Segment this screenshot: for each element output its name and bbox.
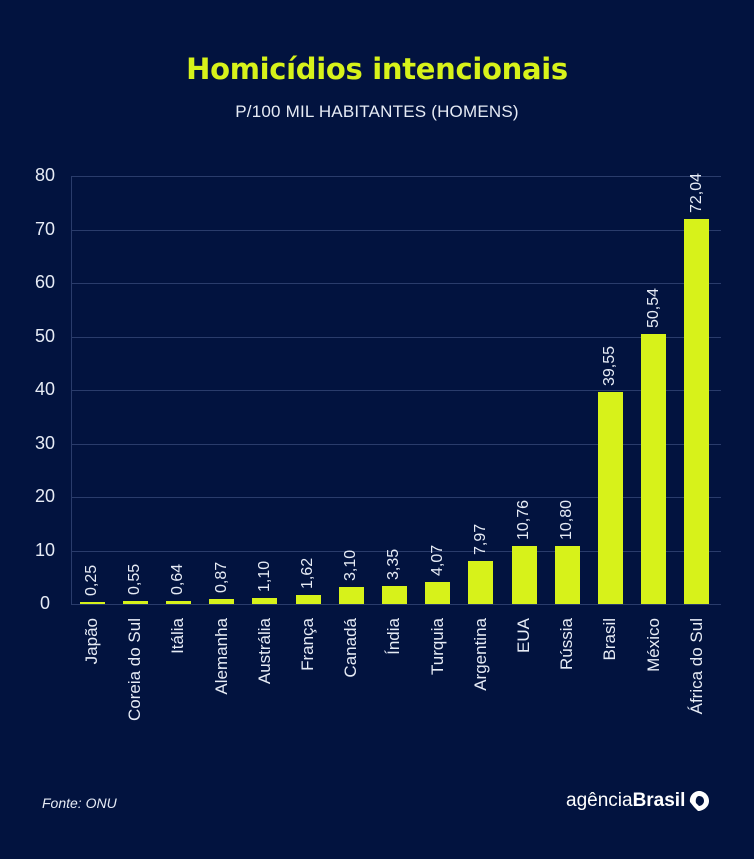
bar-value-label: 4,07: [428, 545, 446, 577]
x-category-label: Rússia: [557, 618, 577, 670]
y-tick-label: 10: [34, 539, 56, 560]
bar-0: [79, 602, 105, 604]
x-category-label: Austrália: [254, 618, 274, 685]
bar-value-label: 39,55: [601, 346, 619, 387]
x-category-label: Itália: [168, 618, 188, 654]
bar-8: [425, 582, 451, 604]
y-tick-label: 50: [34, 325, 56, 346]
x-category-label: EUA: [514, 618, 533, 653]
gridline: [71, 390, 721, 391]
bar-2: [165, 600, 191, 604]
bar-10: [511, 546, 537, 604]
bar-value-label: 10,76: [515, 500, 532, 541]
x-category-label: Alemanha: [211, 618, 231, 695]
bar-value-label: 1,10: [255, 560, 273, 593]
bar-value-label: 0,64: [169, 563, 187, 595]
chart-title: Homicídios intencionais: [186, 52, 568, 86]
y-tick-label: 0: [39, 593, 50, 613]
bar-value-label: 0,55: [126, 563, 144, 596]
y-tick-label: 20: [34, 486, 56, 506]
x-category-label: Índia: [384, 618, 404, 655]
bar-value-label: 10,80: [558, 500, 576, 541]
bar-6: [338, 587, 364, 604]
x-category-label: Coreia do Sul: [125, 618, 145, 722]
x-category-label: Brasil: [600, 618, 620, 661]
bar-12: [597, 392, 623, 604]
bar-9: [468, 561, 494, 604]
x-category-label: Argentina: [470, 618, 490, 691]
x-axis-baseline: [71, 604, 721, 605]
brazil-map-pin-icon: [690, 791, 710, 811]
bar-11: [554, 546, 580, 604]
gridline: [71, 443, 721, 445]
y-tick-label: 70: [34, 218, 56, 239]
brand-logo: agência Brasil: [566, 790, 710, 812]
x-category-label: México: [643, 618, 663, 672]
bar-value-label: 72,04: [687, 172, 705, 213]
gridline: [71, 229, 721, 231]
bar-value-label: 50,54: [644, 287, 662, 328]
bar-14: [684, 218, 710, 604]
chart-subtitle: P/100 MIL HABITANTES (HOMENS): [235, 102, 519, 121]
gridline: [71, 283, 721, 284]
x-category-label: Japão: [82, 618, 101, 665]
bar-value-label: 0,25: [83, 564, 100, 596]
bar-4: [252, 598, 278, 604]
bar-13: [641, 333, 667, 604]
source-note: Fonte: ONU: [42, 795, 117, 811]
y-tick-label: 80: [34, 165, 56, 185]
gridline: [71, 336, 721, 338]
brand-light-text: agência: [566, 790, 633, 811]
bar-value-label: 0,87: [212, 562, 230, 594]
bar-value-label: 1,62: [299, 558, 316, 590]
brand-bold-text: Brasil: [632, 790, 686, 811]
bar-3: [209, 599, 235, 604]
bar-1: [122, 601, 148, 604]
y-tick-label: 40: [34, 379, 56, 399]
plot-area: 0,25 0,55 0,64 0,87 1,10 1,62 3,10 3,35 4,07 7,97…: [71, 172, 721, 605]
y-tick-label: 60: [34, 272, 56, 292]
bar-value-label: 3,35: [385, 548, 403, 581]
x-category-label: França: [298, 618, 317, 671]
bar-7: [381, 586, 407, 604]
x-category-label: Turquia: [427, 618, 447, 676]
gridline: [71, 497, 721, 498]
bar-value-label: 3,10: [342, 550, 360, 582]
gridline: [71, 550, 721, 552]
bar-5: [295, 595, 321, 604]
bar-value-label: 7,97: [471, 524, 489, 556]
y-tick-label: 30: [34, 432, 56, 453]
x-category-label: Canadá: [341, 618, 361, 678]
x-category-label: África do Sul: [686, 618, 706, 715]
gridline: [71, 176, 721, 177]
